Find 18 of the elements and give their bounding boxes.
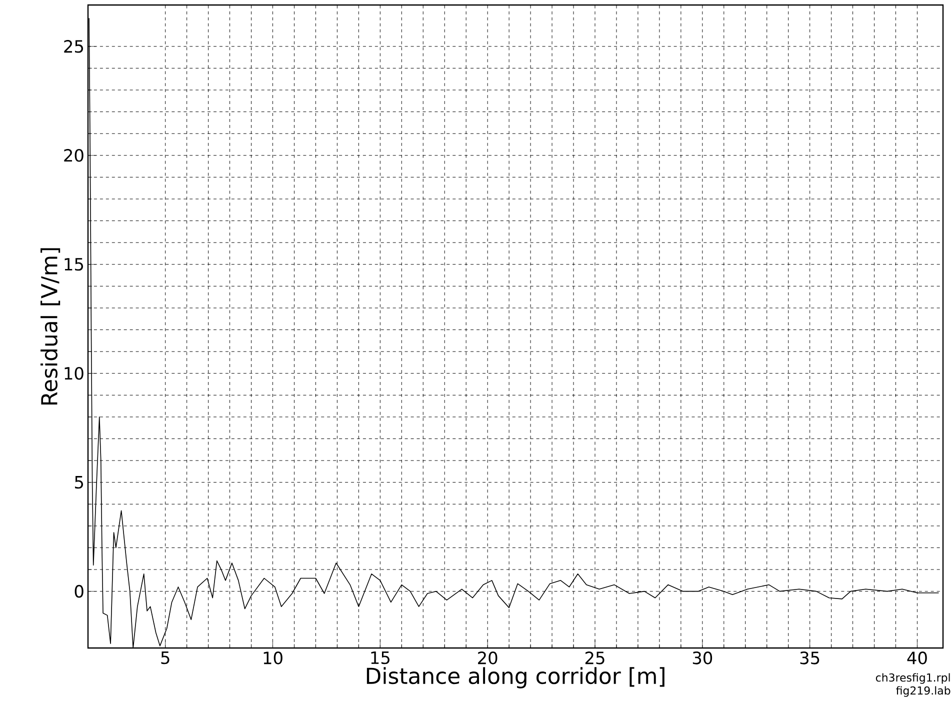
x-tick-label: 40 <box>907 652 927 664</box>
y-tick-label: 15 <box>64 258 83 271</box>
x-tick-label: 10 <box>264 652 282 664</box>
y-axis-title: Residual [V/m] <box>40 248 60 405</box>
x-tick-label: 15 <box>371 652 390 664</box>
x-tick-label: 30 <box>692 652 712 664</box>
x-tick-label: 20 <box>478 652 498 664</box>
caption: fig219.lab <box>896 686 950 697</box>
y-tick-label: 0 <box>74 584 84 598</box>
x-tick-label: 25 <box>585 652 604 664</box>
text: ch3resfig1.rpl <box>876 673 950 684</box>
y-tick-label: 20 <box>64 148 84 162</box>
x-axis-title: Distance along corridor [m] <box>366 667 664 688</box>
y-tick-label: 25 <box>64 40 83 53</box>
y-tick-label: 5 <box>75 476 84 489</box>
y-tick-label: 10 <box>64 366 84 380</box>
x-tick-label: 5 <box>161 652 170 664</box>
x-tick-label: 35 <box>800 652 820 664</box>
